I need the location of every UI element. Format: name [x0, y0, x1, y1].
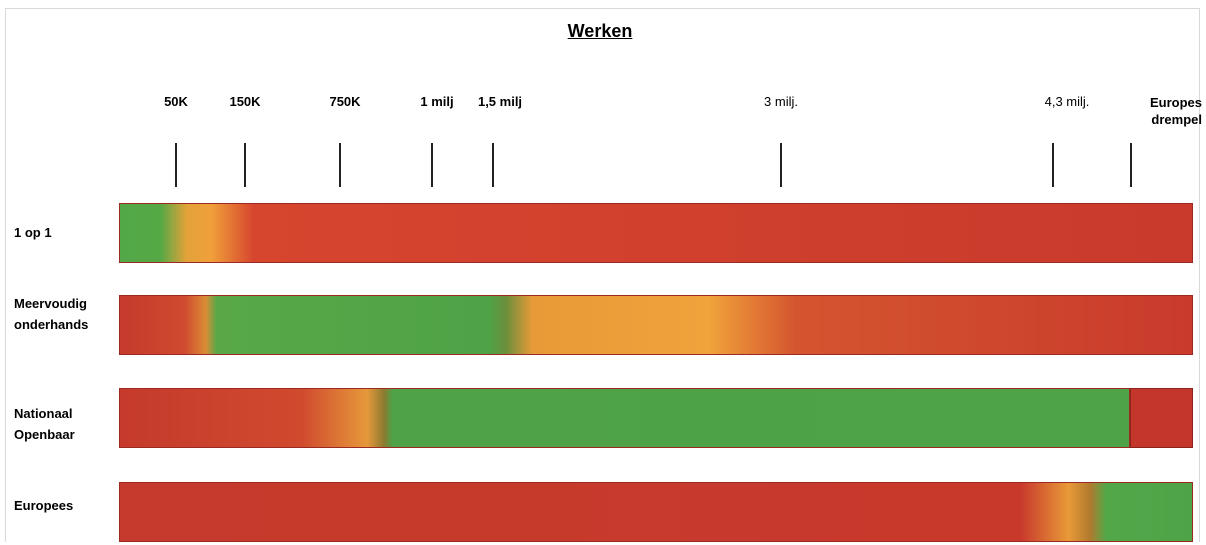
bar-1-op-1: [119, 203, 1193, 263]
tick-label-1-milj: 1 milj: [420, 94, 453, 109]
bar-nationaal-openbaar-europees-segment: [1130, 388, 1193, 448]
diagram-title: Werken: [500, 21, 700, 42]
row-label-meervoudig-onderhands: Meervoudig onderhands: [14, 293, 114, 335]
bar-europees: [119, 482, 1193, 542]
tick-line-1-5-milj: [492, 143, 494, 187]
tick-label-1-5-milj: 1,5 milj: [478, 94, 522, 109]
tick-line-150k: [244, 143, 246, 187]
bar-meervoudig-onderhands: [119, 295, 1193, 355]
bar-nationaal-openbaar: [119, 388, 1130, 448]
tick-line-4-3-milj: [1052, 143, 1054, 187]
tick-line-europes-drempel: [1130, 143, 1132, 187]
diagram-frame: [5, 8, 1200, 542]
tick-label-50k: 50K: [164, 94, 188, 109]
tick-label-europes-drempel: Europes drempel: [1130, 94, 1202, 128]
row-label-europees: Europees: [14, 495, 73, 516]
row-label-nationaal-openbaar: Nationaal Openbaar: [14, 403, 114, 445]
tick-line-750k: [339, 143, 341, 187]
tick-line-1-milj: [431, 143, 433, 187]
tick-line-50k: [175, 143, 177, 187]
tick-line-3-milj: [780, 143, 782, 187]
tick-label-3-milj: 3 milj.: [764, 94, 798, 109]
tick-label-4-3-milj: 4,3 milj.: [1045, 94, 1090, 109]
tick-label-750k: 750K: [329, 94, 360, 109]
row-label-1-op-1: 1 op 1: [14, 222, 52, 243]
tick-label-150k: 150K: [229, 94, 260, 109]
